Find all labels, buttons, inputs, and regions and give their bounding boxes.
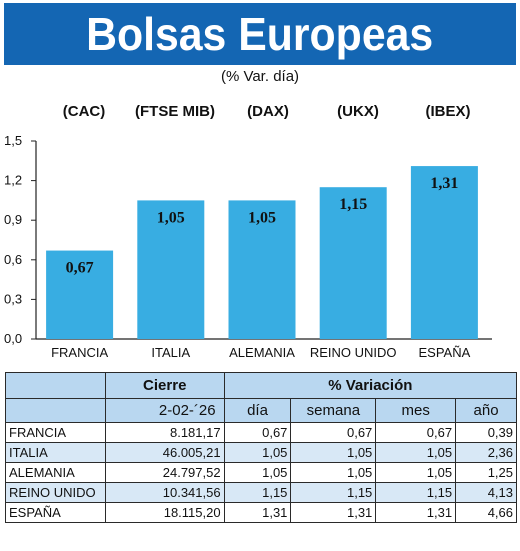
row-anio: 2,36 xyxy=(455,442,517,463)
row-dia: 0,67 xyxy=(223,422,292,443)
header-variacion: % Variación xyxy=(223,372,518,399)
row-cierre: 24.797,52 xyxy=(104,462,225,483)
row-dia: 1,31 xyxy=(223,502,292,523)
title-banner: Bolsas Europeas xyxy=(4,3,516,65)
row-semana: 1,05 xyxy=(290,462,377,483)
row-semana: 1,05 xyxy=(290,442,377,463)
y-tick-label: 0,6 xyxy=(4,252,22,267)
row-mes: 1,05 xyxy=(375,442,457,463)
table-corner xyxy=(5,398,106,423)
row-anio: 0,39 xyxy=(455,422,517,443)
bar xyxy=(137,200,205,339)
index-labels: (CAC) (FTSE MIB) (DAX) (UKX) (IBEX) xyxy=(0,103,520,123)
row-cierre: 18.115,20 xyxy=(104,502,225,523)
y-tick-label: 1,2 xyxy=(4,173,22,188)
row-mes: 1,15 xyxy=(375,482,457,503)
bar-chart: 0,0 0,3 0,6 0,9 1,2 1,5 0,67 FRANCIA 1,05 ITALIA 1… xyxy=(4,133,492,360)
row-anio: 4,66 xyxy=(455,502,517,523)
table-row: ITALIA 46.005,21 1,05 1,05 1,05 2,36 xyxy=(5,442,517,463)
index-label: (IBEX) xyxy=(425,103,471,120)
bar xyxy=(319,187,387,339)
row-cierre: 46.005,21 xyxy=(104,442,225,463)
bar-value-label: 1,05 xyxy=(157,209,185,226)
row-mes: 1,31 xyxy=(375,502,457,523)
bar xyxy=(410,166,478,339)
bar-value-label: 1,05 xyxy=(248,209,276,226)
table-row: ESPAÑA 18.115,20 1,31 1,31 1,31 4,66 xyxy=(5,502,517,523)
row-cierre: 8.181,17 xyxy=(104,422,225,443)
row-semana: 0,67 xyxy=(290,422,377,443)
header-mes: mes xyxy=(375,398,457,423)
row-dia: 1,05 xyxy=(223,442,292,463)
x-category-label: ALEMANIA xyxy=(229,345,295,360)
row-dia: 1,05 xyxy=(223,462,292,483)
market-table-container: Cierre % Variación 2-02-´26 día semana m… xyxy=(5,372,518,523)
table-row: REINO UNIDO 10.341,56 1,15 1,15 1,15 4,1… xyxy=(5,482,517,503)
x-category-label: ITALIA xyxy=(151,345,190,360)
row-semana: 1,15 xyxy=(290,482,377,503)
row-country: REINO UNIDO xyxy=(5,482,106,503)
header-anio: año xyxy=(455,398,517,423)
row-mes: 0,67 xyxy=(375,422,457,443)
bar xyxy=(228,200,296,339)
header-dia: día xyxy=(223,398,292,423)
bar-value-label: 1,31 xyxy=(430,175,458,192)
table-row: FRANCIA 8.181,17 0,67 0,67 0,67 0,39 xyxy=(5,422,517,443)
row-semana: 1,31 xyxy=(290,502,377,523)
y-tick-label: 0,0 xyxy=(4,331,22,346)
index-label: (CAC) xyxy=(62,103,106,120)
bar-value-label: 1,15 xyxy=(339,196,367,213)
index-label: (FTSE MIB) xyxy=(135,103,215,120)
header-cierre: Cierre xyxy=(104,372,225,399)
market-table: Cierre % Variación 2-02-´26 día semana m… xyxy=(5,372,518,523)
index-label: (DAX) xyxy=(247,103,289,120)
header-semana: semana xyxy=(290,398,377,423)
table-corner xyxy=(5,372,106,399)
x-category-label: REINO UNIDO xyxy=(310,345,397,360)
row-country: FRANCIA xyxy=(5,422,106,443)
x-category-label: ESPAÑA xyxy=(419,345,471,360)
y-tick-label: 0,9 xyxy=(4,212,22,227)
y-tick-label: 1,5 xyxy=(4,133,22,148)
bar-value-label: 0,67 xyxy=(66,260,94,277)
header-date: 2-02-´26 xyxy=(104,398,225,423)
row-country: ALEMANIA xyxy=(5,462,106,483)
bar xyxy=(46,250,114,339)
row-dia: 1,15 xyxy=(223,482,292,503)
row-country: ESPAÑA xyxy=(5,502,106,523)
row-country: ITALIA xyxy=(5,442,106,463)
index-label: (UKX) xyxy=(337,103,379,120)
row-anio: 4,13 xyxy=(455,482,517,503)
x-category-label: FRANCIA xyxy=(51,345,108,360)
row-mes: 1,05 xyxy=(375,462,457,483)
y-tick-label: 0,3 xyxy=(4,291,22,306)
row-cierre: 10.341,56 xyxy=(104,482,225,503)
page-title: Bolsas Europeas xyxy=(86,8,434,60)
row-anio: 1,25 xyxy=(455,462,517,483)
chart-subtitle: (% Var. día) xyxy=(220,68,300,85)
table-row: ALEMANIA 24.797,52 1,05 1,05 1,05 1,25 xyxy=(5,462,517,483)
